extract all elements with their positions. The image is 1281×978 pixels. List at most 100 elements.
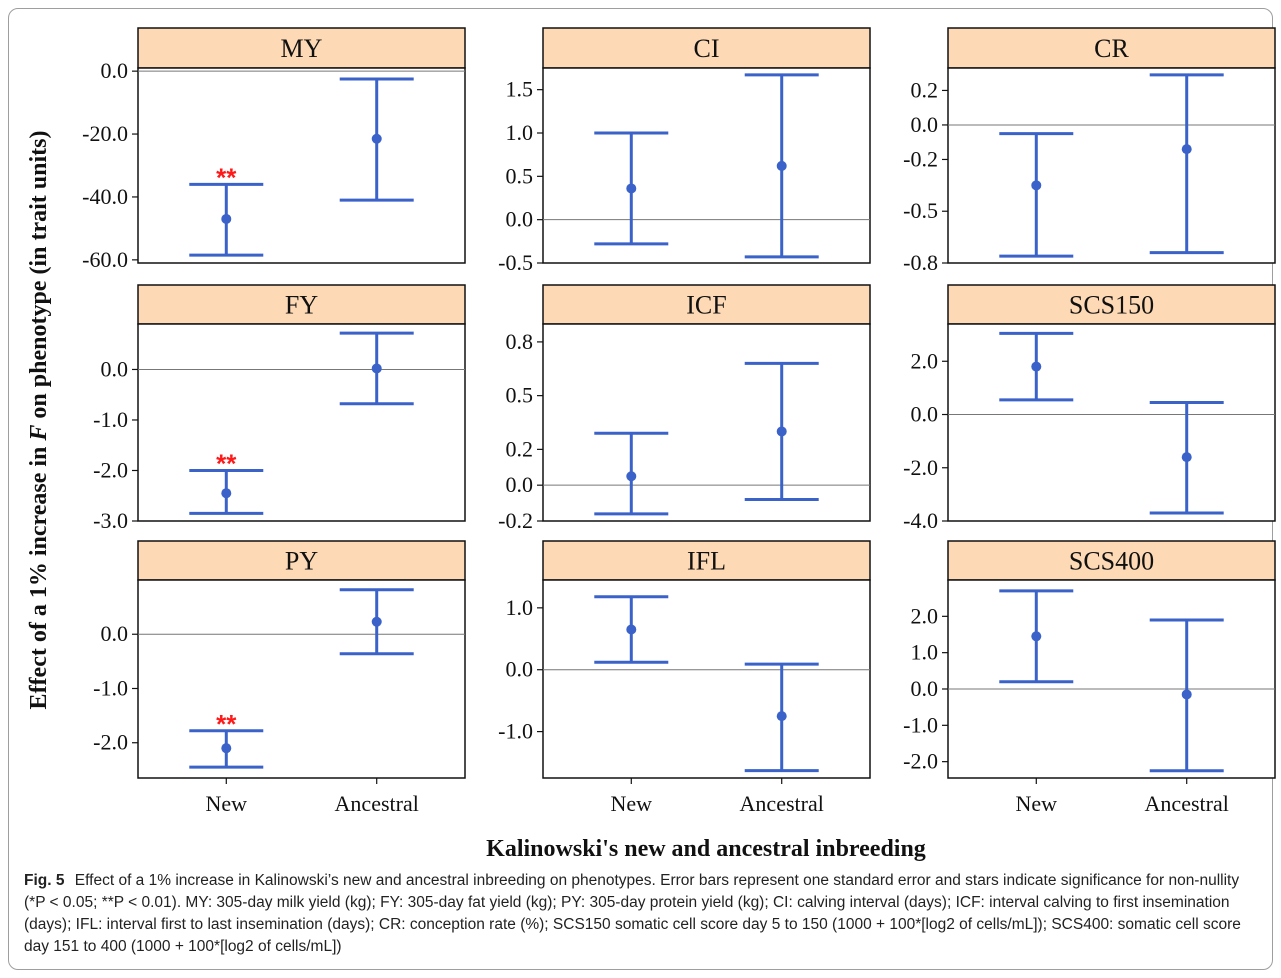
y-tick-label: -4.0 — [903, 508, 938, 533]
x-tick-label: New — [611, 791, 653, 816]
panels-layer: MY 0.0 -20.0 -40.0 -60.0 ** CI 1.5 1.0 0.5 0.0 -0.5… — [82, 27, 1276, 816]
panel-plot-area — [542, 323, 871, 522]
panel-scs400: SCS400 2.0 1.0 0.0 -1.0 -2.0 New Ancestral — [903, 540, 1276, 816]
y-tick-label: -1.0 — [498, 719, 533, 744]
y-tick-label: -1.0 — [903, 712, 938, 737]
estimate-point-ancestral — [1181, 452, 1192, 463]
y-tick-label: -3.0 — [93, 508, 128, 533]
y-tick-label: 1.5 — [506, 77, 534, 102]
estimate-point-ancestral — [1181, 144, 1192, 155]
y-tick-label: 0.0 — [101, 58, 129, 83]
faceted-errorbar-chart: MY 0.0 -20.0 -40.0 -60.0 ** CI 1.5 1.0 0.5 0.0 -0.5… — [26, 27, 1276, 862]
panel-strip — [947, 27, 1276, 69]
y-tick-label: -0.2 — [498, 508, 533, 533]
y-tick-label: -60.0 — [82, 247, 128, 272]
y-tick-label: 0.0 — [911, 676, 939, 701]
y-tick-label: -1.0 — [93, 675, 128, 700]
panel-plot-area — [542, 67, 871, 264]
y-tick-label: 0.5 — [506, 163, 534, 188]
y-tick-label: 0.0 — [101, 356, 129, 381]
y-tick-label: -20.0 — [82, 121, 128, 146]
y-tick-label: 1.0 — [911, 640, 939, 665]
significance-stars: ** — [216, 162, 237, 192]
y-tick-label: -2.0 — [93, 457, 128, 482]
panel-plot-area — [137, 67, 466, 264]
y-tick-label: -1.0 — [93, 407, 128, 432]
panel-plot-area — [137, 579, 466, 779]
panel-title: IFL — [687, 547, 726, 576]
estimate-point-new — [1031, 631, 1042, 642]
panel-title: CR — [1094, 34, 1129, 63]
figure-label: Fig. 5 — [24, 872, 65, 889]
panel-title: ICF — [686, 291, 726, 320]
y-tick-label: -0.8 — [903, 250, 938, 275]
y-tick-label: 0.2 — [506, 436, 534, 461]
estimate-point-ancestral — [371, 133, 382, 144]
y-tick-label: 0.0 — [506, 472, 534, 497]
estimate-point-new — [221, 743, 232, 754]
x-tick-label: Ancestral — [1145, 791, 1229, 816]
y-tick-label: 2.0 — [911, 603, 939, 628]
x-axis-title: Kalinowski's new and ancestral inbreedin… — [486, 836, 926, 862]
y-tick-label: -0.2 — [903, 146, 938, 171]
estimate-point-ancestral — [776, 711, 787, 722]
y-tick-label: 0.0 — [101, 621, 129, 646]
panel-fy: FY 0.0 -1.0 -2.0 -3.0 ** — [93, 284, 466, 533]
estimate-point-ancestral — [371, 363, 382, 374]
panel-plot-area — [542, 579, 871, 779]
y-tick-label: 0.5 — [506, 383, 534, 408]
caption-text: Effect of a 1% increase in Kalinowski’s … — [24, 872, 1241, 955]
figure-caption: Fig. 5 Effect of a 1% increase in Kalino… — [24, 870, 1259, 958]
x-tick-label: Ancestral — [740, 791, 824, 816]
panel-title: SCS400 — [1069, 547, 1154, 576]
estimate-point-new — [626, 624, 637, 635]
y-tick-label: 0.2 — [911, 77, 939, 102]
panel-title: MY — [281, 34, 323, 63]
estimate-point-new — [1031, 180, 1042, 191]
y-tick-label: 0.0 — [506, 207, 534, 232]
y-tick-label: 1.0 — [506, 595, 534, 620]
y-tick-label: 0.8 — [506, 329, 534, 354]
panel-strip — [542, 284, 871, 325]
estimate-point-ancestral — [1181, 689, 1192, 700]
panel-plot-area — [137, 323, 466, 522]
panel-strip — [542, 540, 871, 581]
panel-strip — [947, 284, 1276, 325]
y-tick-label: -0.5 — [903, 198, 938, 223]
y-tick-label: -2.0 — [903, 455, 938, 480]
y-axis-title: Effect of a 1% increase in F on phenotyp… — [26, 131, 52, 710]
panel-strip — [542, 27, 871, 69]
panel-icf: ICF 0.8 0.5 0.2 0.0 -0.2 — [498, 284, 871, 533]
panel-ifl: IFL 1.0 0.0 -1.0 New Ancestral — [498, 540, 871, 816]
panel-title: FY — [285, 291, 318, 320]
panel-scs150: SCS150 2.0 0.0 -2.0 -4.0 — [903, 284, 1276, 533]
estimate-point-ancestral — [776, 160, 787, 171]
y-tick-label: 0.0 — [911, 112, 939, 137]
estimate-point-new — [626, 471, 637, 482]
panel-strip — [947, 540, 1276, 581]
x-tick-label: New — [206, 791, 248, 816]
panel-plot-area — [947, 579, 1276, 779]
panel-cr: CR 0.2 0.0 -0.2 -0.5 -0.8 — [903, 27, 1276, 275]
panel-plot-area — [947, 67, 1276, 264]
y-tick-label: 0.0 — [911, 402, 939, 427]
panel-my: MY 0.0 -20.0 -40.0 -60.0 ** — [82, 27, 466, 272]
estimate-point-new — [626, 183, 637, 194]
y-tick-label: 0.0 — [506, 657, 534, 682]
significance-stars: ** — [216, 709, 237, 739]
x-tick-label: New — [1016, 791, 1058, 816]
panel-strip — [137, 284, 466, 325]
y-tick-label: -40.0 — [82, 184, 128, 209]
panel-ci: CI 1.5 1.0 0.5 0.0 -0.5 — [498, 27, 871, 275]
panel-py: PY 0.0 -1.0 -2.0 ** New Ancestral — [93, 540, 466, 816]
estimate-point-ancestral — [371, 616, 382, 627]
y-tick-label: -2.0 — [93, 730, 128, 755]
y-tick-label: -0.5 — [498, 250, 533, 275]
estimate-point-new — [221, 213, 232, 224]
y-tick-label: 2.0 — [911, 348, 939, 373]
significance-stars: ** — [216, 448, 237, 478]
panel-title: PY — [285, 547, 318, 576]
panel-title: SCS150 — [1069, 291, 1154, 320]
panel-plot-area — [947, 323, 1276, 522]
x-tick-label: Ancestral — [335, 791, 419, 816]
